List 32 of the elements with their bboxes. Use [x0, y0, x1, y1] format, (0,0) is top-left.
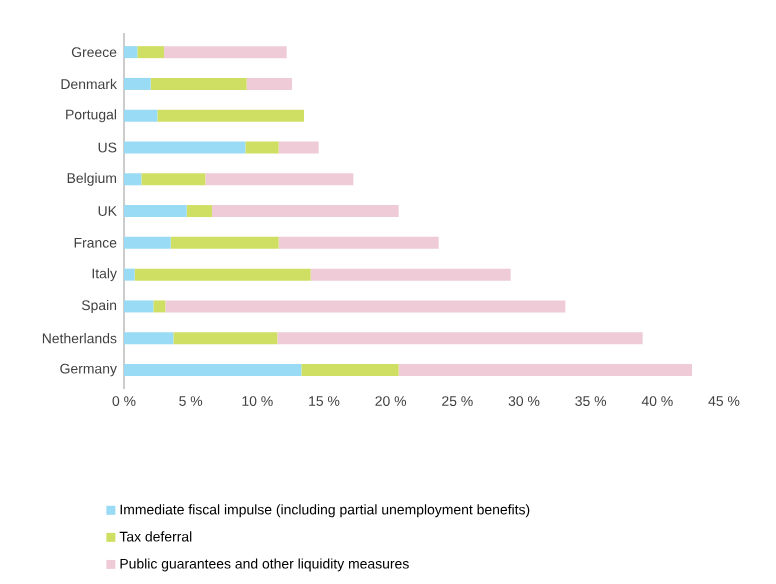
- bar: [137, 46, 164, 59]
- bar: [153, 300, 166, 313]
- bar: [186, 205, 212, 218]
- bar: [124, 236, 171, 249]
- bar: [164, 46, 287, 59]
- bar: [278, 141, 319, 154]
- bar: [124, 205, 187, 218]
- bar: [170, 236, 279, 249]
- bar: [173, 332, 278, 345]
- bar: [205, 173, 354, 186]
- bar: [212, 205, 399, 218]
- bar: [124, 332, 174, 345]
- bar: [245, 141, 279, 154]
- bar: [124, 109, 158, 122]
- bar: [310, 268, 511, 281]
- bar: [301, 364, 399, 376]
- bar: [124, 77, 151, 90]
- bar: [398, 364, 692, 376]
- bar: [124, 268, 135, 281]
- bar: [150, 77, 247, 90]
- bar: [124, 173, 142, 186]
- bar: [124, 141, 246, 154]
- bar: [278, 236, 439, 249]
- bar: [134, 268, 311, 281]
- bar: [277, 332, 643, 345]
- bar: [157, 109, 304, 122]
- bar: [124, 300, 154, 313]
- bar: [124, 364, 302, 376]
- bar: [124, 46, 138, 59]
- bar: [165, 300, 566, 313]
- bar: [246, 77, 292, 90]
- bar: [141, 173, 206, 186]
